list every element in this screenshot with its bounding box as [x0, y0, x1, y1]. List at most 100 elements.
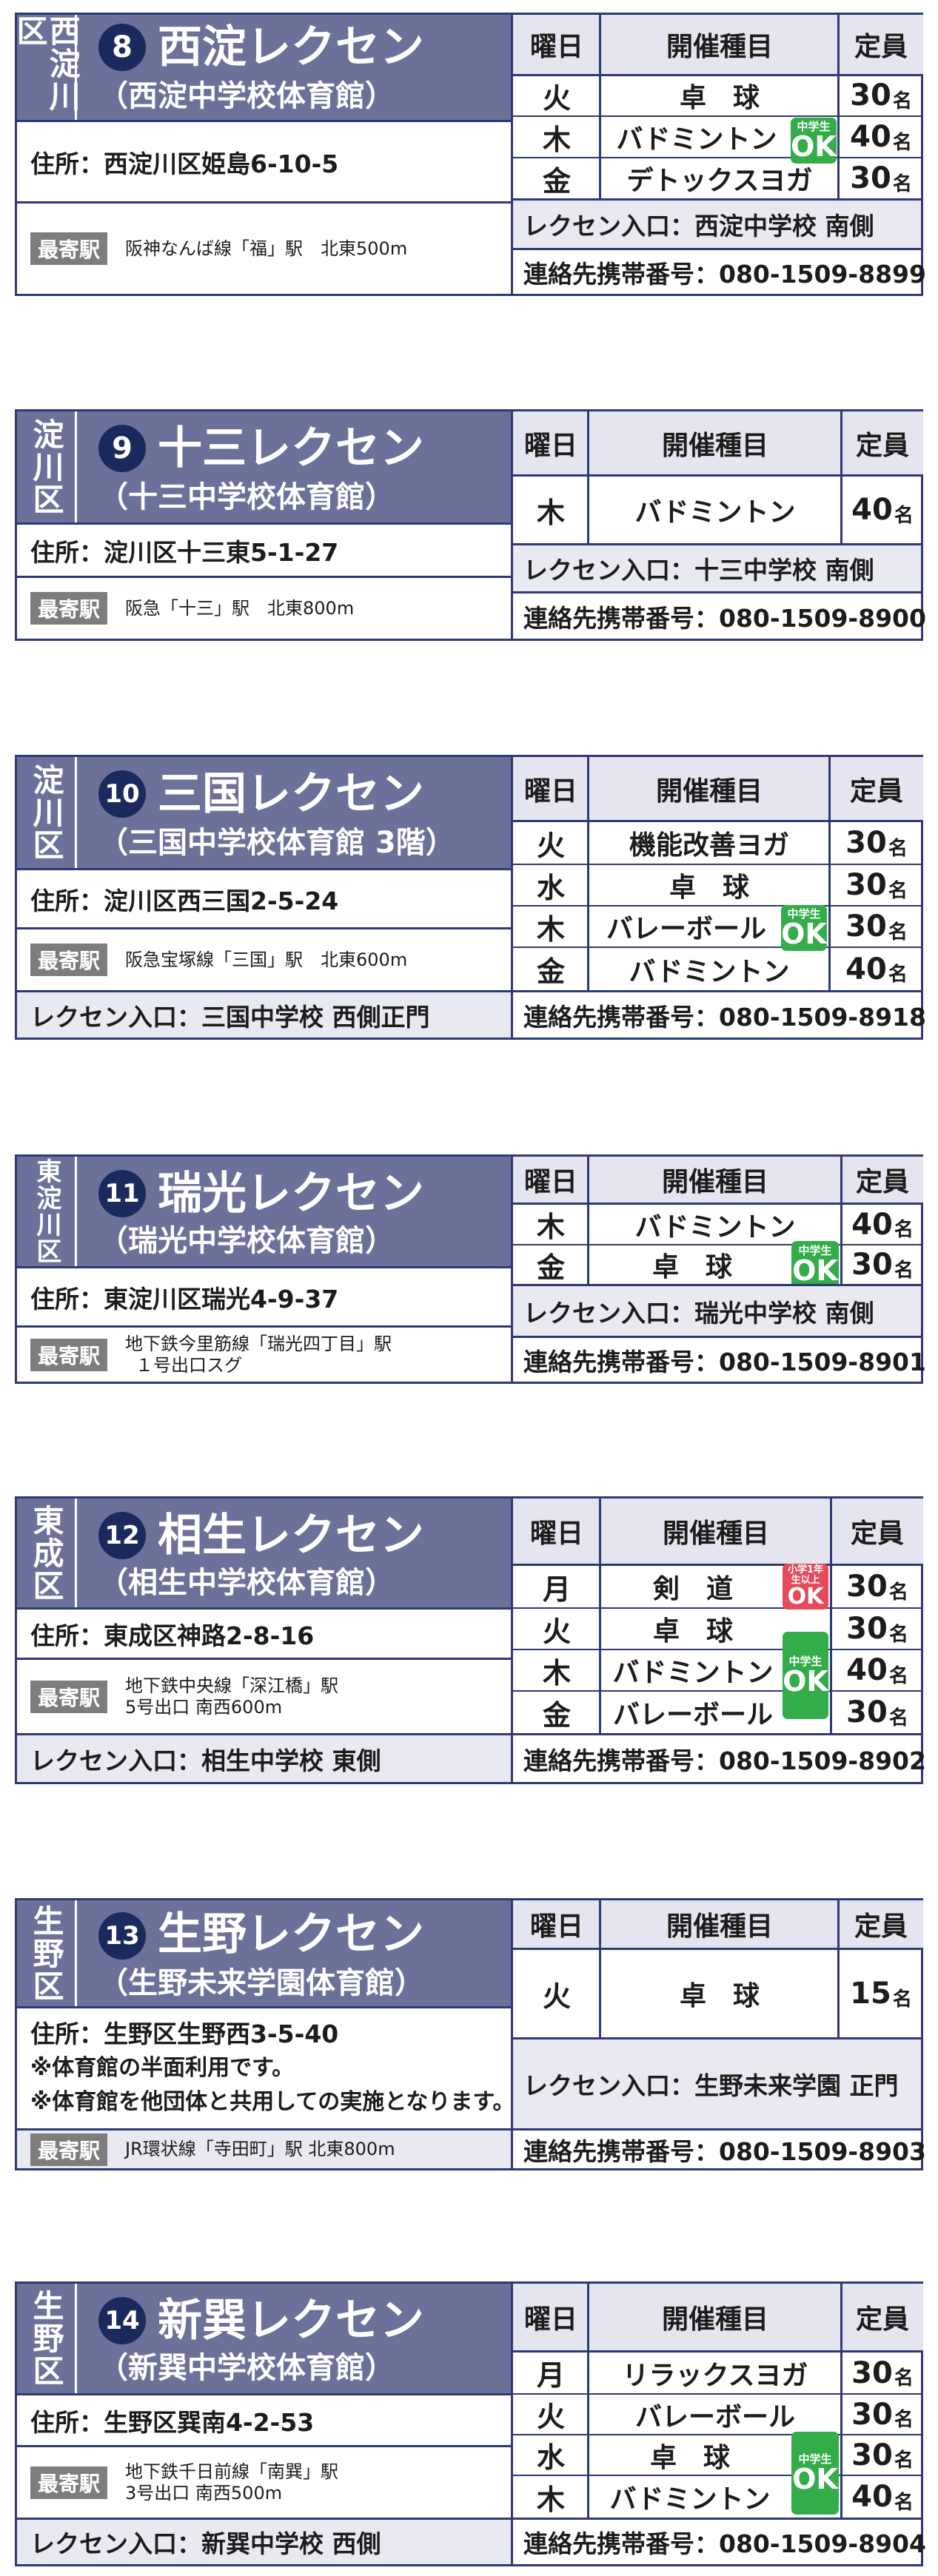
activity-header: 開催種目 — [600, 15, 839, 74]
capacity-header: 定員 — [831, 1499, 923, 1564]
station-badge: 最寄駅 — [30, 592, 108, 625]
address: 住所：淀川区西三国2-5-24 — [17, 868, 511, 927]
ward-label: 東成区 — [17, 1499, 77, 1607]
capacity-header: 定員 — [839, 1900, 923, 1948]
facility-venue: （三国中学校体育館 3階） — [98, 826, 455, 860]
day-header: 曜日 — [513, 757, 589, 820]
station-badge: 最寄駅 — [30, 2133, 108, 2166]
nearest-station: 最寄駅 阪神なんば線「福」駅 北東500m — [17, 201, 511, 294]
facility-name: 西淀レクセン — [158, 21, 424, 73]
facility-header: 東成区 12 相生レクセン （相生中学校体育館） — [17, 1499, 511, 1607]
schedule-capacity: 40 名 — [845, 952, 908, 986]
schedule-day: 月 — [542, 1573, 571, 1606]
facility-name: 瑞光レクセン — [158, 1168, 424, 1220]
address: 住所：西淀川区姫島6-10-5 — [17, 120, 511, 201]
day-header: 曜日 — [513, 2284, 589, 2350]
facility-name: 十三レクセン — [158, 423, 424, 474]
station-text: JR環状線「寺田町」駅 北東800m — [125, 2139, 395, 2159]
facility-venue: （生野未来学園体育館） — [98, 1966, 424, 2000]
schedule-activity: 卓 球 — [651, 1252, 732, 1282]
schedule-day: 木 — [536, 912, 565, 946]
schedule-activity: バドミントン — [616, 124, 777, 155]
nearest-station: 最寄駅 阪急「十三」駅 北東800m — [17, 576, 511, 639]
schedule-capacity: 30 名 — [851, 2355, 914, 2390]
schedule-day: 火 — [542, 1615, 571, 1648]
facility-number-badge: 13 — [98, 1912, 146, 1960]
schedule-activity: デトックスヨガ — [626, 166, 813, 196]
nearest-station: 最寄駅 地下鉄千日前線「南巽」駅 3号出口 南西500m — [17, 2445, 511, 2518]
schedule-activity: 卓 球 — [649, 2442, 730, 2473]
schedule-capacity: 30 名 — [845, 868, 908, 902]
facility-card-aioi: 東成区 12 相生レクセン （相生中学校体育館） 住所：東成区神路2-8-16 … — [15, 1496, 926, 1784]
facility-header: 淀川区 10 三国レクセン （三国中学校体育館 3階） — [17, 757, 511, 868]
jhs-ok-badge: 中学生 OK — [781, 905, 827, 951]
facility-name: 相生レクセン — [158, 1510, 424, 1561]
schedule-activity: 剣 道 — [652, 1574, 733, 1604]
facility-venue: （相生中学校体育館） — [98, 1566, 395, 1600]
schedule-capacity: 30 名 — [846, 1695, 908, 1729]
facility-venue: （瑞光中学校体育館） — [98, 1224, 395, 1258]
facility-name: 生野レクセン — [158, 1909, 424, 1960]
station-badge: 最寄駅 — [30, 944, 108, 976]
facility-venue: （新巽中学校体育館） — [98, 2351, 395, 2385]
contact-phone: 連絡先携帯番号：080-1509-8918 — [513, 990, 926, 1038]
schedule-capacity: 30 名 — [851, 1248, 914, 1282]
schedule-capacity: 30 名 — [845, 826, 908, 860]
schedule-day: 火 — [536, 2401, 565, 2433]
activity-header: 開催種目 — [589, 2284, 842, 2350]
facility-venue: （西淀中学校体育館） — [98, 79, 395, 113]
facility-header: 生野区 13 生野レクセン （生野未来学園体育館） — [17, 1900, 511, 2006]
schedule-capacity: 40 名 — [851, 2480, 914, 2514]
address: 住所：東淀川区瑞光4-9-37 — [17, 1266, 511, 1325]
address: 住所：淀川区十三東5-1-27 — [17, 522, 511, 576]
activity-header: 開催種目 — [600, 1499, 831, 1564]
capacity-header: 定員 — [839, 15, 923, 74]
day-header: 曜日 — [513, 1900, 600, 1948]
facility-number-badge: 14 — [98, 2297, 146, 2344]
activity-header: 開催種目 — [589, 411, 842, 474]
entrance: レクセン入口：相生中学校 東側 — [17, 1733, 511, 1782]
station-exit: 5号出口 南西600m — [125, 1696, 283, 1718]
facility-name: 三国レクセン — [158, 768, 424, 820]
elementary-ok-badge: 小学1年生以上 OK — [783, 1564, 828, 1610]
contact-phone: 連絡先携帯番号：080-1509-8902 — [513, 1733, 926, 1782]
station-text: 阪急「十三」駅 北東800m — [125, 597, 355, 619]
facility-venue: （十三中学校体育館） — [98, 480, 395, 514]
schedule-day: 金 — [542, 164, 571, 198]
schedule-day: 金 — [542, 1698, 571, 1732]
facility-card-mikuni: 淀川区 10 三国レクセン （三国中学校体育館 3階） 住所：淀川区西三国2-5… — [15, 755, 926, 1040]
schedule-activity: バドミントン — [634, 1211, 796, 1242]
station-badge: 最寄駅 — [30, 1680, 108, 1713]
contact-phone: 連絡先携帯番号：080-1509-8899 — [513, 248, 926, 294]
facility-card-zuiko: 東淀川区 11 瑞光レクセン （瑞光中学校体育館） 住所：東淀川区瑞光4-9-3… — [15, 1154, 926, 1384]
facility-card-nishiyodo: 西淀川区 8 西淀レクセン （西淀中学校体育館） 住所：西淀川区姫島6-10-5… — [12, 13, 926, 296]
address: 住所：東成区神路2-8-16 — [17, 1607, 511, 1658]
jhs-ok-badge: 中学生 OK — [791, 118, 837, 164]
address: 住所：生野区巽南4-2-53 — [17, 2393, 511, 2445]
nearest-station: 最寄駅 地下鉄中央線「深江橋」駅 5号出口 南西600m — [17, 1658, 511, 1733]
schedule-activity: 卓 球 — [679, 83, 760, 113]
day-header: 曜日 — [513, 1157, 589, 1203]
schedule-activity: バレーボール — [606, 914, 766, 944]
contact-phone: 連絡先携帯番号：080-1509-8901 — [513, 1336, 926, 1382]
schedule-day: 木 — [536, 2483, 565, 2516]
schedule-capacity: 40 名 — [846, 1653, 908, 1687]
facility-header: 淀川区 9 十三レクセン （十三中学校体育館） — [17, 411, 511, 522]
facility-card-shintatsumi: 生野区 14 新巽レクセン （新巽中学校体育館） 住所：生野区巽南4-2-53 … — [15, 2281, 926, 2566]
schedule-capacity: 30 名 — [845, 909, 908, 944]
schedule-capacity: 40 名 — [851, 493, 914, 527]
schedule-activity: リラックスヨガ — [622, 2360, 808, 2391]
entrance: レクセン入口：生野未来学園 正門 — [513, 2037, 921, 2128]
schedule-capacity: 30 名 — [851, 2397, 914, 2432]
schedule-capacity: 15 名 — [850, 1977, 912, 2011]
schedule-capacity: 40 名 — [851, 1207, 914, 1242]
schedule-day: 火 — [542, 81, 571, 115]
schedule-day: 月 — [536, 2359, 565, 2392]
capacity-header: 定員 — [842, 2284, 923, 2350]
schedule-activity: 卓 球 — [669, 872, 749, 903]
facility-header: 東淀川区 11 瑞光レクセン （瑞光中学校体育館） — [17, 1157, 511, 1266]
nearest-station: 最寄駅 地下鉄今里筋線「瑞光四丁目」駅 １号出口スグ — [17, 1325, 511, 1382]
schedule-capacity: 30 名 — [846, 1570, 908, 1604]
station-text: 地下鉄千日前線「南巽」駅 — [125, 2461, 339, 2482]
station-exit: 3号出口 南西500m — [125, 2482, 283, 2503]
